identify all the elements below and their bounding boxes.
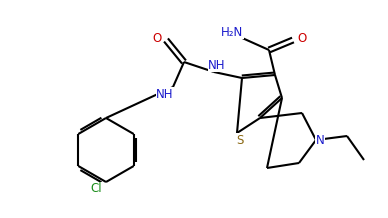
Text: H₂N: H₂N	[221, 26, 243, 39]
Text: N: N	[315, 133, 324, 146]
Text: NH: NH	[156, 87, 174, 100]
Text: O: O	[152, 31, 162, 44]
Text: Cl: Cl	[90, 182, 102, 196]
Text: S: S	[236, 133, 244, 146]
Text: O: O	[297, 31, 307, 44]
Text: NH: NH	[208, 58, 226, 72]
